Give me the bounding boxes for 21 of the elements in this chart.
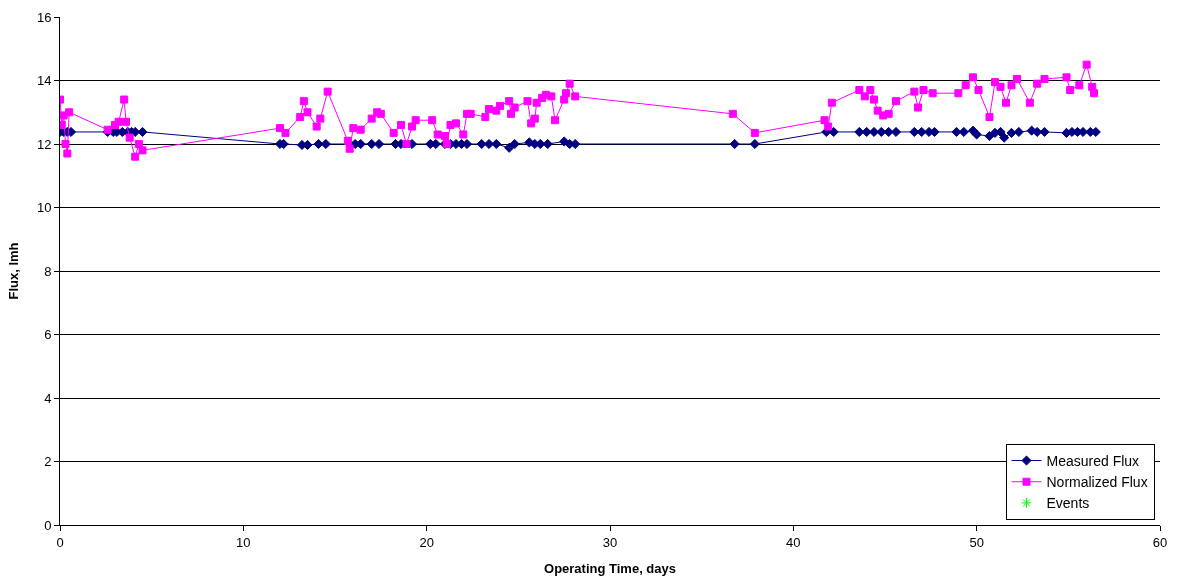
y-tick-label: 12	[36, 136, 52, 152]
x-tick-label: 30	[602, 534, 618, 550]
x-tick-label: 20	[419, 534, 434, 550]
legend-label: Normalized Flux	[1046, 474, 1148, 491]
y-tick-label: 0	[44, 517, 52, 533]
y-tick-label: 16	[36, 9, 52, 25]
x-tick-label: 10	[236, 534, 251, 550]
y-tick-label: 8	[44, 263, 52, 279]
x-tick-label: 0	[56, 534, 64, 550]
y-tick-label: 2	[44, 454, 52, 470]
legend-label: Events	[1046, 495, 1090, 512]
x-tick-label: 50	[969, 534, 984, 550]
legend-label: Measured Flux	[1046, 452, 1140, 469]
x-tick-label: 40	[786, 534, 801, 550]
y-tick-label: 10	[36, 200, 52, 216]
y-tick-label: 4	[44, 390, 52, 406]
y-tick-label: 14	[36, 73, 52, 89]
x-axis-title: Operating Time, days	[544, 561, 676, 577]
y-axis-title: Flux, lmh	[5, 242, 21, 300]
x-tick-label: 60	[1152, 534, 1168, 550]
y-tick-label: 6	[44, 327, 52, 343]
